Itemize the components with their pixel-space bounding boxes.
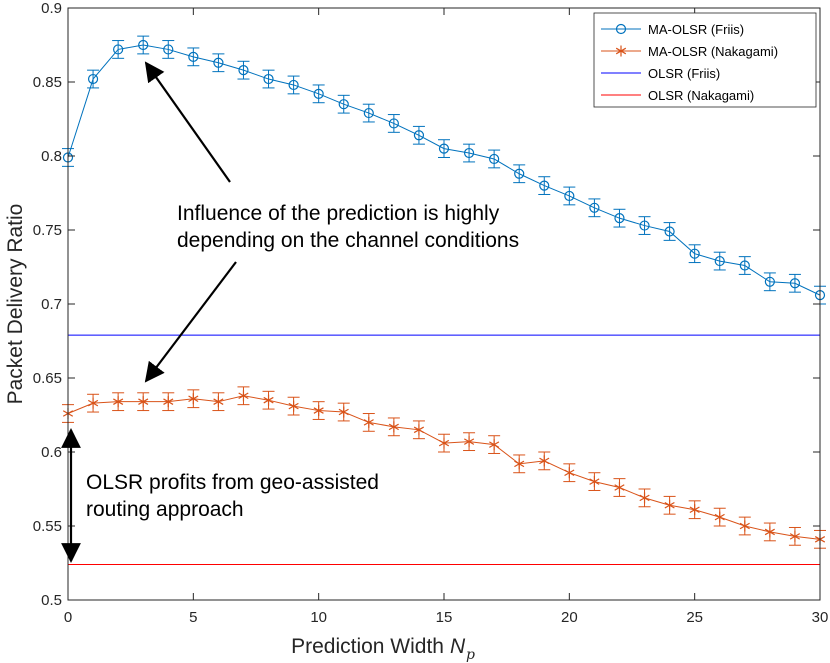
x-tick-label: 30: [812, 609, 829, 626]
data-point-ma-olsr-friis: [664, 226, 675, 237]
y-tick-label: 0.85: [33, 74, 62, 91]
annotation-2-line-2: routing approach: [86, 498, 244, 521]
data-point-ma-olsr-friis: [188, 51, 199, 62]
y-tick-label: 0.55: [33, 518, 62, 535]
data-point-ma-olsr-nakagami: [163, 396, 174, 408]
data-point-ma-olsr-friis: [539, 180, 550, 191]
data-point-ma-olsr-nakagami: [263, 394, 274, 406]
data-point-ma-olsr-friis: [288, 79, 299, 91]
data-point-ma-olsr-nakagami: [213, 396, 224, 408]
x-tick-label: 20: [561, 609, 578, 626]
data-point-ma-olsr-nakagami: [113, 396, 124, 408]
data-point-ma-olsr-friis: [463, 147, 475, 159]
data-point-ma-olsr-friis: [388, 118, 399, 129]
legend-entry-ma-olsr-friis: MA-OLSR (Friis): [601, 22, 744, 37]
data-point-ma-olsr-nakagami: [714, 511, 725, 523]
x-tick-label: 0: [64, 609, 72, 626]
data-point-ma-olsr-friis: [714, 255, 725, 267]
data-point-ma-olsr-nakagami: [438, 437, 450, 449]
data-point-ma-olsr-nakagami: [739, 520, 750, 532]
data-point-ma-olsr-nakagami: [614, 482, 625, 494]
data-point-ma-olsr-friis: [263, 73, 274, 85]
data-point-ma-olsr-nakagami: [789, 530, 801, 542]
x-tick-label: 10: [310, 609, 327, 626]
data-point-ma-olsr-nakagami: [413, 424, 425, 436]
data-point-ma-olsr-friis: [163, 44, 174, 55]
data-point-ma-olsr-friis: [413, 130, 425, 141]
data-point-ma-olsr-nakagami: [639, 492, 650, 504]
data-point-ma-olsr-nakagami: [338, 406, 349, 418]
data-point-ma-olsr-friis: [514, 168, 525, 179]
data-point-ma-olsr-nakagami: [539, 455, 550, 467]
legend-label-ma-olsr-nakagami: MA-OLSR (Nakagami): [648, 44, 778, 59]
data-point-ma-olsr-friis: [489, 153, 500, 165]
legend-circle-marker-icon: [615, 23, 627, 35]
data-point-ma-olsr-nakagami: [764, 526, 775, 538]
data-point-ma-olsr-nakagami: [363, 416, 374, 428]
annotation-channel-influence: Influence of the prediction is highly de…: [144, 61, 519, 383]
data-point-ma-olsr-friis: [87, 73, 99, 85]
data-point-ma-olsr-friis: [438, 143, 450, 154]
data-point-ma-olsr-nakagami: [564, 467, 575, 479]
y-axis-label: Packet Delivery Ratio: [4, 204, 27, 405]
data-point-ma-olsr-friis: [564, 190, 575, 202]
data-point-ma-olsr-friis: [614, 213, 625, 224]
y-tick-label: 0.6: [41, 444, 62, 461]
data-point-ma-olsr-friis: [113, 44, 124, 55]
legend-entry-ma-olsr-nakagami: MA-OLSR (Nakagami): [601, 44, 778, 59]
data-point-ma-olsr-friis: [213, 57, 224, 68]
legend-label-ma-olsr-friis: MA-OLSR (Friis): [648, 22, 744, 37]
legend-label-olsr-friis: OLSR (Friis): [648, 66, 720, 81]
y-tick-label: 0.9: [41, 0, 62, 17]
annotation-arrow-down: [144, 261, 237, 383]
x-axis-subscript: p: [466, 647, 475, 663]
annotation-2-line-1: OLSR profits from geo-assisted: [86, 471, 379, 494]
series-line-ma-olsr-friis: [67, 44, 821, 296]
data-point-ma-olsr-nakagami: [664, 499, 675, 511]
y-tick-label: 0.8: [41, 148, 62, 165]
data-point-ma-olsr-nakagami: [313, 405, 324, 417]
annotation-1-line-1: Influence of the prediction is highly: [177, 202, 500, 225]
x-tick-label: 5: [189, 609, 197, 626]
legend-label-olsr-nakagami: OLSR (Nakagami): [648, 88, 754, 103]
y-tick-label: 0.7: [41, 296, 62, 313]
annotation-arrow-up: [144, 61, 231, 183]
data-point-ma-olsr-nakagami: [514, 458, 525, 470]
data-point-ma-olsr-nakagami: [138, 396, 149, 408]
y-tick-label: 0.75: [33, 222, 62, 239]
data-point-ma-olsr-friis: [639, 220, 650, 231]
y-tick-label: 0.65: [33, 370, 62, 387]
data-point-ma-olsr-friis: [338, 99, 349, 110]
data-point-ma-olsr-nakagami: [188, 393, 199, 405]
data-point-ma-olsr-friis: [689, 248, 700, 259]
data-point-ma-olsr-nakagami: [388, 421, 399, 433]
x-tick-label: 25: [686, 609, 703, 626]
data-point-ma-olsr-friis: [238, 65, 249, 76]
annotation-1-line-2: depending on the channel conditions: [177, 229, 519, 252]
x-tick-label: 15: [436, 609, 453, 626]
data-point-ma-olsr-friis: [138, 39, 149, 51]
data-point-ma-olsr-friis: [589, 202, 600, 213]
x-axis-label: Prediction Width: [291, 635, 444, 658]
data-point-ma-olsr-friis: [363, 107, 374, 119]
data-point-ma-olsr-nakagami: [589, 476, 600, 488]
data-point-ma-olsr-nakagami: [288, 400, 299, 412]
legend-entry-olsr-nakagami: OLSR (Nakagami): [601, 88, 754, 103]
data-point-ma-olsr-nakagami: [463, 436, 475, 448]
annotation-geo-assisted: OLSR profits from geo-assisted routing a…: [61, 428, 379, 563]
y-tick-label: 0.5: [41, 592, 62, 609]
data-point-ma-olsr-friis: [789, 278, 801, 289]
x-axis-symbol: N: [450, 635, 466, 658]
data-point-ma-olsr-nakagami: [87, 397, 99, 409]
legend-asterisk-marker-icon: [615, 45, 627, 57]
data-point-ma-olsr-friis: [313, 88, 324, 99]
data-point-ma-olsr-friis: [739, 260, 750, 271]
legend-entry-olsr-friis: OLSR (Friis): [601, 66, 720, 81]
data-point-ma-olsr-nakagami: [689, 504, 700, 516]
data-point-ma-olsr-nakagami: [489, 439, 500, 451]
data-point-ma-olsr-nakagami: [238, 390, 249, 402]
data-point-ma-olsr-friis: [764, 276, 775, 287]
legend: MA-OLSR (Friis) MA-OLSR (Nakagami) OLSR …: [593, 12, 817, 108]
